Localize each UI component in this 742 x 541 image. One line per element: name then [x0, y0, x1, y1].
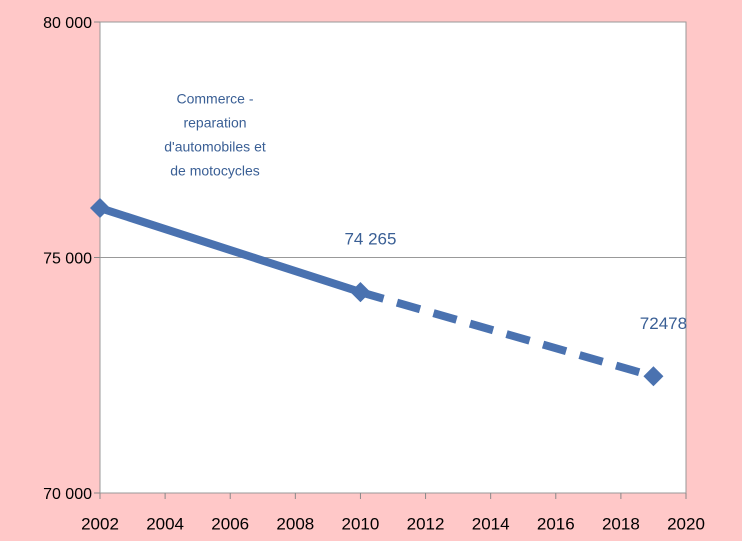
x-tick-label: 2010 [342, 514, 380, 533]
x-tick-label: 2008 [276, 514, 314, 533]
x-tick-label: 2002 [81, 514, 119, 533]
annotation: reparation [183, 115, 246, 131]
y-tick-label: 75 000 [43, 251, 92, 268]
x-tick-label: 2020 [667, 514, 705, 533]
x-tick-label: 2004 [146, 514, 184, 533]
annotation: Commerce - [176, 91, 253, 107]
line [98, 204, 362, 296]
x-tick-label: 2016 [537, 514, 575, 533]
x-tick-label: 2018 [602, 514, 640, 533]
x-tick-label: 2012 [407, 514, 445, 533]
marker [90, 198, 110, 219]
marker [643, 366, 664, 387]
y-tick-label: 70 000 [43, 486, 92, 503]
x-tick-label: 2014 [472, 514, 510, 533]
line [359, 288, 655, 381]
annotation: d'automobiles et [164, 139, 266, 155]
marker [350, 282, 371, 303]
annotation: de motocycles [170, 163, 259, 179]
data-label: 74 265 [344, 230, 396, 249]
x-tick-label: 2006 [211, 514, 249, 533]
y-tick-label: 80 000 [43, 15, 92, 32]
data-label: 72478 [640, 314, 687, 333]
